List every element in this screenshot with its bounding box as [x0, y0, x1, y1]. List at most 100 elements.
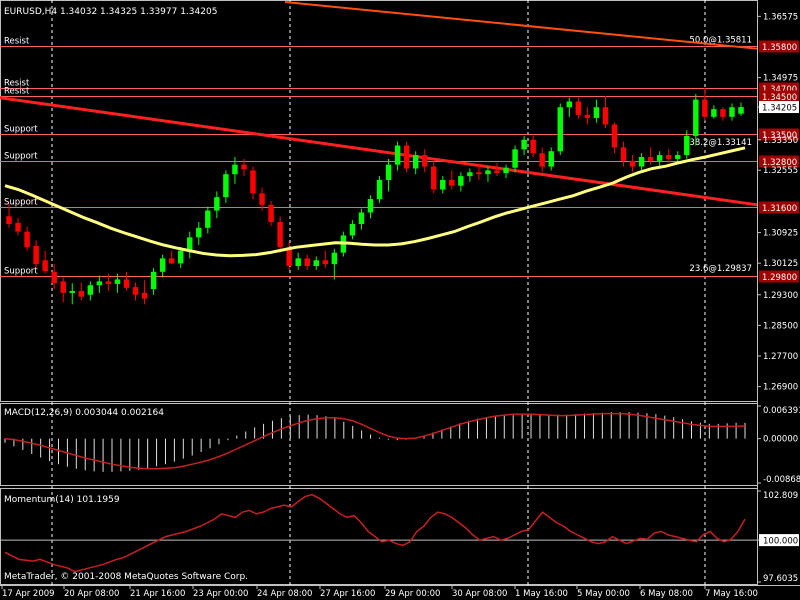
- candle-body: [494, 170, 500, 174]
- candle-body: [693, 99, 699, 136]
- candle-body: [250, 170, 256, 194]
- macd-tick-label: -0.00868: [763, 475, 800, 485]
- candle-body: [277, 222, 283, 247]
- candle-body: [512, 149, 518, 168]
- symbol-title: EURUSD,H4 1.34032 1.34325 1.33977 1.3420…: [4, 7, 217, 17]
- level-price-box-text: 1.32800: [762, 158, 797, 168]
- date-label: 6 May 08:00: [640, 589, 693, 599]
- price-tick-label: 1.29300: [763, 291, 798, 301]
- level-price-box-text: 1.34700: [762, 85, 797, 95]
- date-label: 27 Apr 16:00: [320, 589, 375, 599]
- moving-average-line: [4, 146, 746, 258]
- moving-average: [4, 146, 746, 258]
- fibonacci-label: 38.2@1.33141: [689, 138, 752, 148]
- macd-pane: 0.006391 0.00000 -0.00868: [4, 405, 800, 485]
- candle-body: [78, 290, 85, 297]
- candle-body: [196, 227, 202, 238]
- candle-body: [566, 101, 573, 108]
- candle-body: [60, 281, 66, 293]
- candle-body: [656, 155, 663, 161]
- candle-body: [376, 179, 383, 200]
- macd-tick-label: 0.00000: [763, 435, 798, 445]
- candle-body: [331, 252, 338, 265]
- price-tick-label: 1.36575: [763, 12, 798, 22]
- candle-body: [358, 212, 365, 224]
- candle-body: [114, 279, 121, 285]
- candle-body: [629, 160, 636, 167]
- level-price-box: [759, 40, 799, 53]
- date-label: 24 Apr 08:00: [257, 589, 312, 599]
- candle-body: [42, 260, 48, 272]
- current-price-box: [759, 101, 799, 114]
- candle-body: [476, 172, 482, 175]
- candle-body: [87, 285, 94, 295]
- candle-body: [150, 271, 157, 290]
- macd-tick-label: 0.006391: [763, 406, 800, 416]
- candle-body: [647, 156, 654, 161]
- candle-body: [665, 155, 672, 159]
- candle-body: [421, 155, 428, 167]
- level-price-box: [759, 270, 799, 283]
- candle-body: [611, 124, 618, 148]
- level-price-box: [759, 128, 799, 141]
- candle-body: [548, 151, 554, 167]
- date-label: 30 Apr 08:00: [452, 589, 507, 599]
- date-label: 1 May 16:00: [515, 589, 568, 599]
- candle-body: [638, 156, 645, 167]
- candle-body: [412, 155, 419, 169]
- momentum-tick-label: 97.6035: [763, 574, 798, 584]
- candle-body: [711, 109, 717, 117]
- candle-body: [602, 107, 609, 125]
- candle-body: [259, 193, 265, 205]
- level-price-box-text: 1.29800: [762, 273, 797, 283]
- candle-body: [187, 237, 193, 251]
- candle-body: [431, 166, 437, 190]
- candle-body: [132, 287, 139, 295]
- level-label: Resist: [4, 37, 30, 47]
- level-price-box-text: 1.35800: [762, 43, 797, 53]
- candle-body: [223, 174, 229, 198]
- level-price-box-text: 1.31600: [762, 204, 797, 214]
- candle-body: [105, 281, 112, 285]
- candle-body: [503, 167, 509, 174]
- candle-body: [286, 246, 292, 267]
- price-tick-label: 1.26900: [763, 383, 798, 393]
- candlesticks: [6, 88, 744, 305]
- candle-body: [394, 145, 401, 165]
- candle-body: [584, 114, 591, 118]
- candle-body: [177, 250, 184, 264]
- candle-body: [15, 222, 21, 232]
- candle-body: [521, 139, 527, 150]
- candle-body: [593, 107, 600, 118]
- level-label: Support: [4, 198, 38, 208]
- current-price-text: 1.34205: [762, 104, 797, 114]
- copyright-text: MetaTrader, © 2001-2008 MetaQuotes Softw…: [4, 572, 248, 582]
- candle-body: [449, 179, 455, 186]
- candle-body: [403, 145, 410, 169]
- momentum-tick-label: 102.809: [763, 491, 798, 501]
- date-label: 5 May 00:00: [577, 589, 630, 599]
- price-tick-label: 1.33350: [763, 136, 798, 146]
- candle-body: [6, 216, 12, 224]
- date-label: 29 Apr 00:00: [385, 589, 440, 599]
- candle-body: [96, 281, 103, 286]
- macd-title: MACD(12,26,9) 0.003044 0.002164: [4, 408, 164, 418]
- candle-body: [729, 107, 735, 117]
- level-label: Support: [4, 125, 38, 135]
- candle-body: [720, 109, 726, 117]
- level-label: Support: [4, 152, 38, 162]
- level-label: Resist: [4, 79, 30, 89]
- candle-body: [440, 179, 446, 190]
- candle-body: [123, 279, 130, 288]
- candle-body: [702, 99, 708, 117]
- downtrend-line: [0, 96, 758, 207]
- level-price-box: [759, 90, 799, 103]
- fibonacci-label: 23.6@1.29837: [689, 264, 752, 274]
- date-label: 21 Apr 16:00: [130, 589, 185, 599]
- level-label: Resist: [4, 87, 30, 97]
- candle-body: [241, 164, 247, 170]
- price-tick-label: 1.28500: [763, 321, 798, 331]
- candle-body: [557, 107, 563, 152]
- macd-signal-line: [4, 412, 746, 470]
